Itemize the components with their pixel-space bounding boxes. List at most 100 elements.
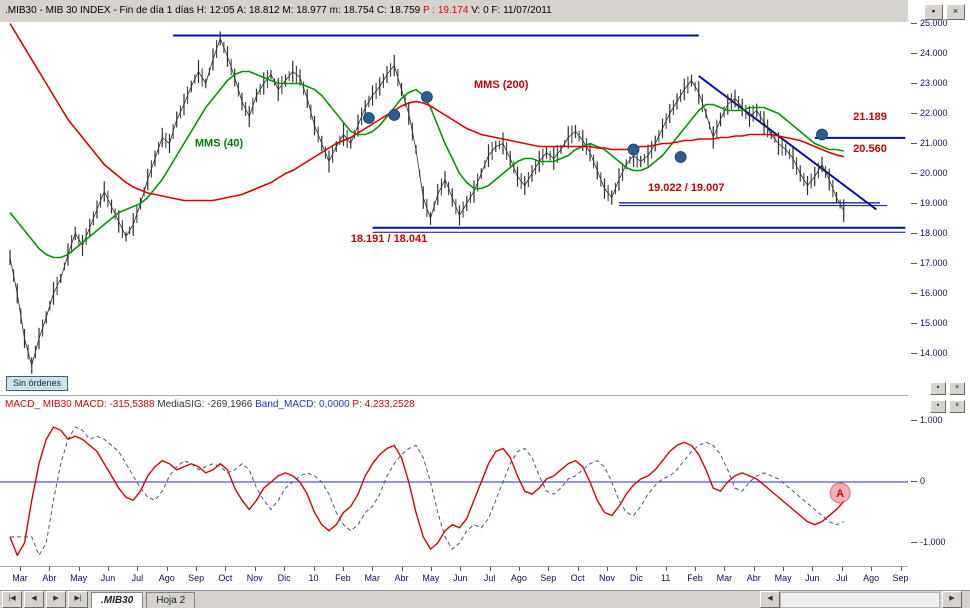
- close-icon[interactable]: ×: [946, 4, 965, 20]
- macd-axis-label: -1.000: [911, 537, 946, 547]
- restore-icon[interactable]: ▪: [924, 4, 943, 20]
- text-segment: Band_MACD: 0,0000: [255, 399, 353, 410]
- month-label: Mar: [12, 573, 28, 583]
- month-label: May: [70, 573, 88, 583]
- tab-hoja2[interactable]: Hoja 2: [146, 591, 196, 608]
- month-tick: [665, 567, 667, 571]
- month-tick: [254, 567, 256, 571]
- month-tick: [783, 567, 785, 571]
- macd-chart-canvas[interactable]: A: [0, 414, 908, 566]
- crossover-marker[interactable]: [627, 143, 640, 156]
- panel-restore-icon[interactable]: ▪: [930, 400, 946, 413]
- month-tick: [430, 567, 432, 571]
- month-label: Jun: [805, 573, 820, 583]
- month-tick: [841, 567, 843, 571]
- window-buttons: ▪ ×: [924, 4, 965, 20]
- month-label: Feb: [335, 573, 351, 583]
- crossover-marker[interactable]: [362, 112, 375, 124]
- scroll-right-icon[interactable]: ▶: [942, 591, 962, 608]
- macd-axis-label: 0: [910, 476, 926, 486]
- month-tick: [20, 567, 21, 571]
- scroll-left-icon[interactable]: ◀: [760, 591, 780, 608]
- month-label: Ago: [863, 573, 880, 583]
- crossover-marker[interactable]: [420, 91, 433, 103]
- text-segment: P: 4.233,2528: [352, 399, 415, 410]
- month-tick: [753, 567, 755, 571]
- month-label: May: [774, 573, 792, 583]
- month-tick: [460, 567, 462, 571]
- macd-axis: 1.000 0 -1.000: [908, 414, 970, 566]
- price-axis-label: 17.000: [911, 257, 948, 268]
- mms200-line: [9, 23, 844, 202]
- month-tick: [871, 567, 873, 571]
- horizontal-scrollbar[interactable]: [780, 591, 940, 608]
- window-title-bar: .MIB30 - MIB 30 INDEX - Fin de día 1 día…: [0, 0, 908, 22]
- month-label: 11: [661, 573, 671, 583]
- month-tick: [313, 567, 315, 571]
- price-axis-label: 24.000: [911, 47, 948, 58]
- price-annotation[interactable]: 19.022 / 19.007: [648, 182, 724, 194]
- month-label: Jul: [131, 573, 144, 583]
- month-label: Jul: [483, 573, 496, 583]
- price-axis-label: 23.000: [911, 77, 948, 88]
- price-annotation[interactable]: 21.189: [853, 111, 887, 123]
- month-tick: [812, 567, 814, 571]
- month-label: Nov: [598, 573, 615, 583]
- price-axis-label: 16.000: [911, 287, 948, 298]
- last-sheet-icon[interactable]: ▶|: [68, 591, 88, 608]
- text-segment: P : 19.174: [423, 5, 469, 16]
- month-label: Jun: [100, 573, 116, 583]
- price-annotation[interactable]: MMS (200): [474, 79, 529, 91]
- month-tick: [78, 567, 80, 571]
- sin-ordenes-button[interactable]: Sin órdenes: [6, 376, 69, 391]
- month-label: Abr: [746, 573, 761, 583]
- month-tick: [342, 567, 344, 571]
- month-label: Jun: [452, 573, 468, 583]
- month-tick: [489, 567, 491, 571]
- tab-mib30[interactable]: .MIB30: [91, 591, 144, 608]
- month-tick: [49, 567, 51, 571]
- month-label: Abr: [42, 573, 57, 583]
- month-label: Ago: [158, 573, 175, 583]
- price-annotation[interactable]: MMS (40): [195, 138, 244, 150]
- month-tick: [900, 567, 902, 571]
- macd-axis-label: 1.000: [911, 415, 943, 425]
- prev-sheet-icon[interactable]: ◀: [24, 591, 44, 608]
- month-label: Ago: [510, 573, 527, 583]
- text-segment: MACD: -315,5388: [74, 399, 158, 410]
- price-annotation[interactable]: 20.560: [853, 143, 887, 155]
- month-tick: [636, 567, 638, 571]
- trend-line[interactable]: [698, 75, 877, 211]
- month-tick: [166, 567, 168, 571]
- month-label: Sep: [540, 573, 557, 583]
- text-segment: MediaSIG: -269,1966: [157, 399, 256, 410]
- crossover-marker[interactable]: [388, 109, 401, 121]
- macd-legend: MACD_ MIB30 MACD: -315,5388 MediaSIG: -2…: [5, 399, 415, 410]
- month-label: Dic: [277, 573, 291, 583]
- month-tick: [577, 567, 579, 571]
- month-tick: [284, 567, 286, 571]
- month-tick: [196, 567, 198, 571]
- panel-close-icon[interactable]: ×: [949, 382, 965, 395]
- macd-header: MACD_ MIB30 MACD: -315,5388 MediaSIG: -2…: [0, 395, 908, 414]
- next-sheet-icon[interactable]: ▶: [46, 591, 66, 608]
- price-chart-canvas[interactable]: MMS (200) MMS (40) 21.189 20.560 19.022 / 19…: [0, 22, 908, 395]
- annotation-circle[interactable]: [829, 482, 851, 504]
- crossover-marker[interactable]: [674, 151, 687, 163]
- month-label: Nov: [246, 573, 263, 583]
- price-panel-buttons: ▪ ×: [930, 382, 965, 395]
- month-label: Mar: [716, 573, 733, 583]
- price-axis-label: 18.000: [911, 227, 948, 238]
- month-label: Jul: [836, 573, 848, 583]
- crossover-marker[interactable]: [816, 128, 828, 141]
- panel-close-icon[interactable]: ×: [949, 400, 965, 413]
- macd-annotation[interactable]: A: [836, 488, 844, 500]
- macd-line: [9, 426, 845, 557]
- first-sheet-icon[interactable]: |◀: [2, 591, 22, 608]
- price-annotation[interactable]: 18.191 / 18.041: [351, 233, 427, 245]
- month-label: Mar: [364, 573, 380, 583]
- month-label: Oct: [218, 573, 233, 583]
- price-line: [9, 37, 845, 368]
- price-axis-label: 21.000: [911, 137, 948, 148]
- panel-restore-icon[interactable]: ▪: [930, 382, 946, 395]
